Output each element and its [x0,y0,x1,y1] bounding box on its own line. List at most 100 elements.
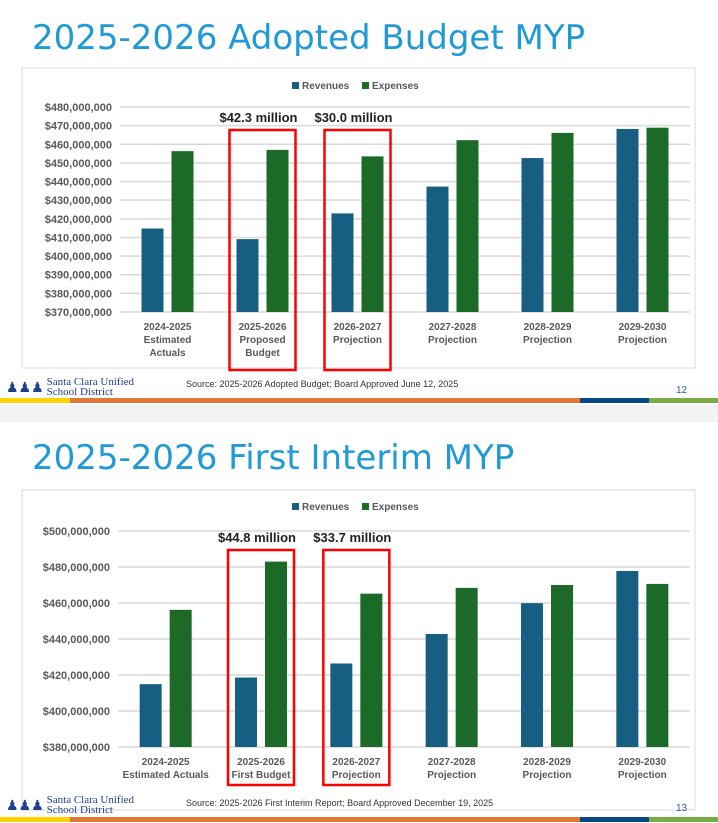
legend-label: Revenues [302,502,350,513]
y-tick-label: $440,000,000 [45,177,112,189]
x-tick-label: 2029-2030 [618,757,666,768]
y-tick-label: $470,000,000 [45,121,112,133]
chart-first-interim: $380,000,000 $400,000,000 $420,000,000 $440… [21,489,696,811]
x-tick-label: Actuals [149,348,186,359]
highlight-box [322,548,391,787]
bar-revenues [139,684,162,747]
y-tick-label: $400,000,000 [45,251,112,263]
bar-expenses [171,151,194,312]
x-tick-label: 2029-2030 [619,322,667,333]
y-tick-label: $460,000,000 [45,139,112,151]
deficit-annotation: $44.8 million [218,530,296,545]
page-number: 12 [676,385,688,396]
bar-revenues [521,158,544,312]
chart-frame [21,489,696,811]
bar-expenses [646,583,669,747]
bar-revenues [426,186,449,312]
slide-adopted-budget: 2025-2026 Adopted Budget MYP $370,000,00… [0,0,718,405]
x-tick-label: Proposed [239,335,285,346]
y-tick-label: $420,000,000 [45,214,112,226]
bar-expenses [266,149,289,312]
x-tick-label: 2024-2025 [144,322,192,333]
x-tick-label: Projection [333,335,382,346]
slide-first-interim: 2025-2026 First Interim MYP $380,000,000… [0,422,718,823]
legend-swatch-revenues [292,82,299,89]
x-tick-label: Projection [523,335,572,346]
y-tick-label: $480,000,000 [45,102,112,114]
y-tick-label: $410,000,000 [45,232,112,244]
x-tick-label: Projection [618,770,667,781]
source-note: Source: 2025-2026 Adopted Budget; Board … [186,379,459,389]
footer-stripe [0,817,718,822]
bar-expenses [646,127,669,312]
bar-revenues [521,603,543,747]
bar-revenues [331,213,354,312]
people-logo-icon: ♟♟♟ [6,378,44,395]
bar-expenses [360,593,383,747]
highlight-box [323,128,392,372]
people-logo-icon: ♟♟♟ [6,796,44,813]
legend-label: Expenses [372,81,419,92]
logo-line1: Santa Clara Unified [46,794,135,806]
bar-revenues [616,128,639,312]
legend-swatch-revenues [292,503,299,510]
y-tick-label: $380,000,000 [43,742,110,754]
district-logo: ♟♟♟ Santa Clara Unified School District [6,794,135,816]
x-tick-label: 2028-2029 [524,322,572,333]
logo-line1: Santa Clara Unified [46,376,135,388]
bar-revenues [330,663,353,747]
slide-title: 2025-2026 Adopted Budget MYP [32,18,586,58]
x-tick-label: Estimated [144,335,192,346]
chart-adopted-budget: $370,000,000 $380,000,000 $390,000,000 $400… [21,67,696,372]
deficit-annotation: $33.7 million [313,530,391,545]
x-tick-label: 2028-2029 [523,757,571,768]
x-tick-label: 2026-2027 [334,322,382,333]
bar-expenses [456,140,479,312]
bar-expenses [361,156,384,312]
chart-frame [21,67,696,369]
x-tick-label: 2024-2025 [142,757,190,768]
bar-revenues [141,228,164,312]
y-tick-label: $420,000,000 [43,670,110,682]
y-tick-label: $480,000,000 [43,562,110,574]
deficit-annotation: $30.0 million [314,110,392,125]
bar-revenues [235,677,257,747]
bar-revenues [616,570,639,747]
x-tick-label: First Budget [232,770,292,781]
bar-expenses [551,132,574,312]
y-tick-label: $440,000,000 [43,634,110,646]
page-number: 13 [676,803,688,814]
bar-revenues [236,239,259,312]
y-tick-label: $450,000,000 [45,158,112,170]
y-tick-label: $500,000,000 [43,526,110,538]
x-tick-label: 2025-2026 [239,322,287,333]
x-tick-label: Projection [523,770,572,781]
x-tick-label: Projection [332,770,381,781]
logo-line2: School District [46,804,113,816]
bar-revenues [425,633,448,747]
y-tick-label: $380,000,000 [45,288,112,300]
footer-stripe [0,398,718,403]
x-tick-label: 2025-2026 [237,757,285,768]
x-tick-label: 2026-2027 [332,757,380,768]
district-logo: ♟♟♟ Santa Clara Unified School District [6,376,135,398]
bar-expenses [169,609,192,747]
x-tick-label: Estimated Actuals [123,770,210,781]
x-tick-label: Projection [428,335,477,346]
deficit-annotation: $42.3 million [219,110,297,125]
y-tick-label: $460,000,000 [43,598,110,610]
legend-swatch-expenses [362,82,369,89]
x-tick-label: 2027-2028 [428,757,476,768]
x-tick-label: Projection [618,335,667,346]
highlight-box [226,548,296,787]
legend-label: Revenues [302,81,350,92]
y-tick-label: $370,000,000 [45,307,112,319]
bar-expenses [455,587,478,747]
bar-expenses [265,561,287,747]
x-tick-label: 2027-2028 [429,322,477,333]
bar-expenses [551,585,573,747]
slide-title: 2025-2026 First Interim MYP [32,438,515,478]
highlight-box [228,128,297,372]
source-note: Source: 2025-2026 First Interim Report; … [186,798,494,808]
y-tick-label: $430,000,000 [45,195,112,207]
